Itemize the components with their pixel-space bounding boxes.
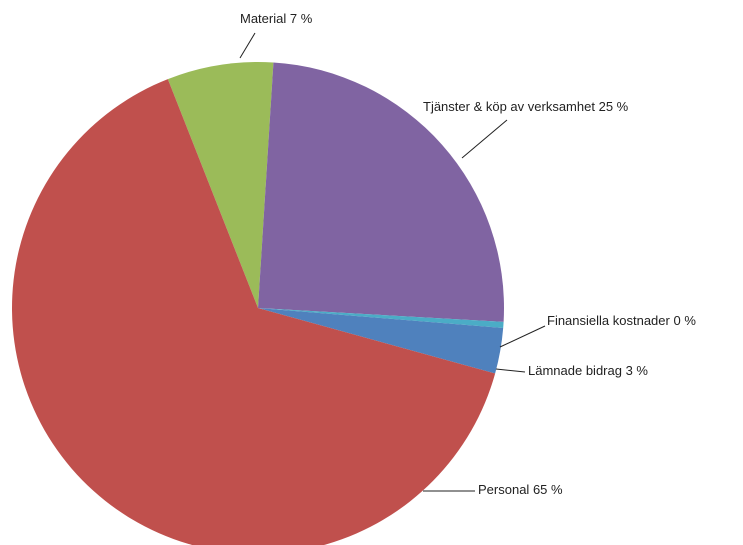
slice-value: 3 % — [626, 363, 649, 378]
pie-slice — [258, 308, 504, 374]
slice-value: 7 % — [290, 11, 313, 26]
slice-name: Material — [240, 11, 286, 26]
leader-line — [239, 32, 256, 59]
slice-value: 0 % — [673, 313, 696, 328]
slice-name: Personal — [478, 482, 529, 497]
slice-name: Lämnade bidrag — [528, 363, 622, 378]
slice-label: Finansiella kostnader 0 % — [547, 313, 696, 328]
pie-slice — [258, 62, 505, 322]
pie-slice — [12, 79, 496, 545]
slice-value: 25 % — [599, 99, 629, 114]
leader-line — [499, 325, 546, 348]
slice-label: Personal 65 % — [478, 482, 563, 497]
slice-label: Material 7 % — [240, 11, 313, 26]
leader-line — [461, 119, 508, 159]
pie-slice — [167, 62, 274, 309]
slice-value: 65 % — [533, 482, 563, 497]
leader-line — [495, 368, 526, 373]
slice-name: Tjänster & köp av verksamhet — [423, 99, 595, 114]
slice-label: Lämnade bidrag 3 % — [528, 363, 648, 378]
slice-name: Finansiella kostnader — [547, 313, 671, 328]
pie-slice — [258, 308, 504, 329]
slice-label: Tjänster & köp av verksamhet 25 % — [423, 99, 629, 114]
